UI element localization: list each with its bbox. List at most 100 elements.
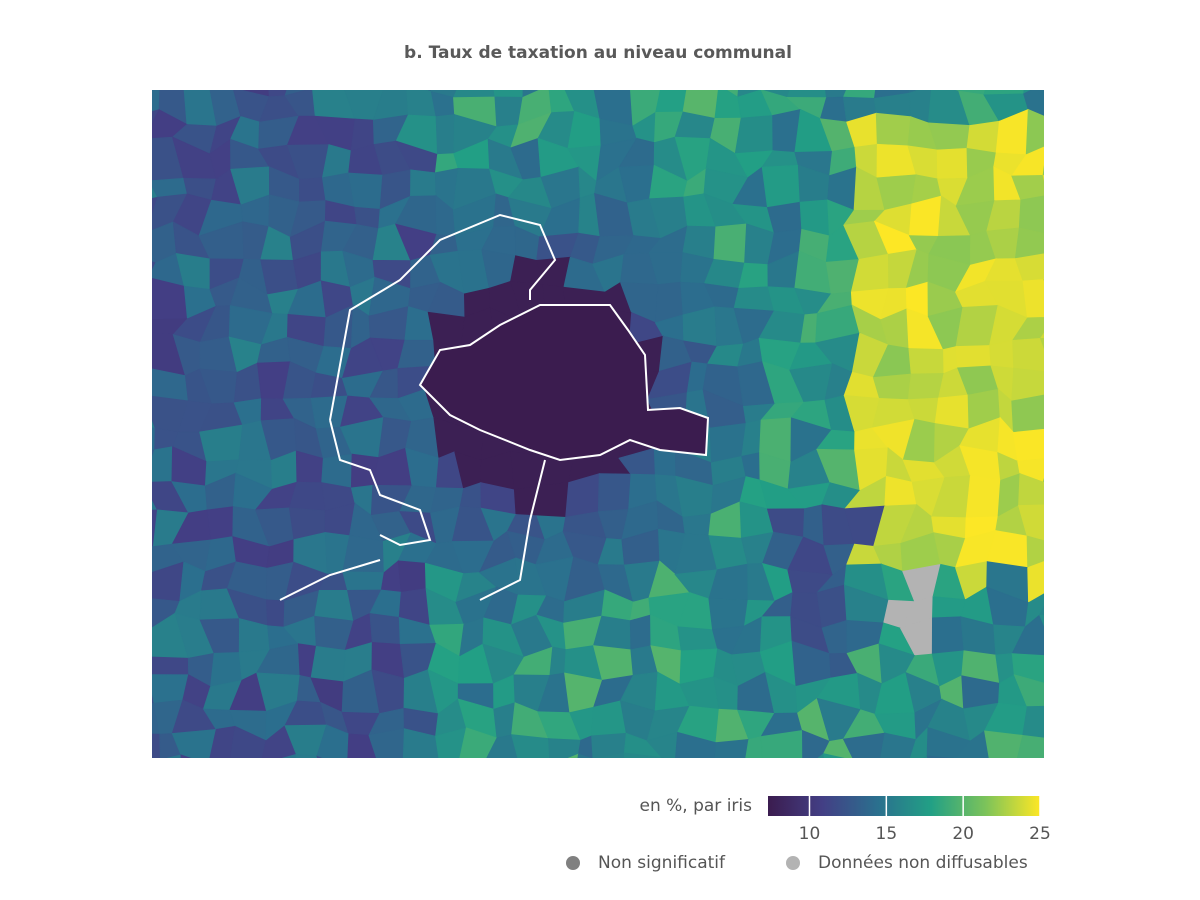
iris-cell: [966, 120, 1000, 154]
iris-cell: [549, 646, 567, 676]
colorbar-label: en %, par iris: [640, 796, 753, 816]
iris-cell: [655, 90, 688, 113]
iris-cell: [122, 756, 160, 797]
iris-cell: [493, 90, 524, 98]
iris-cell: [152, 249, 157, 264]
iris-cell: [403, 760, 439, 790]
iris-cell: [458, 767, 497, 797]
department-border: [279, 213, 557, 601]
iris-cell: [314, 589, 355, 622]
iris-cell: [1013, 674, 1044, 708]
iris-cell: [511, 734, 551, 758]
iris-cell: [124, 585, 150, 631]
iris-cell: [907, 373, 945, 401]
iris-cell: [1011, 394, 1044, 433]
iris-cell: [1048, 194, 1076, 234]
iris-cell: [1018, 195, 1044, 234]
iris-cell: [435, 727, 467, 758]
iris-cell: [265, 599, 286, 628]
iris-cell: [281, 753, 297, 758]
iris-cell: [459, 727, 498, 758]
iris-cell: [1053, 373, 1079, 393]
iris-cell: [342, 535, 385, 573]
iris-cell: [152, 656, 189, 676]
iris-cell: [397, 560, 427, 593]
iris-cell: [124, 625, 148, 657]
iris-cell: [854, 760, 884, 794]
colorbar: [768, 796, 1040, 816]
iris-cell: [922, 755, 929, 758]
paris-outline: [418, 304, 710, 462]
iris-cell: [171, 728, 217, 758]
iris-cell: [956, 730, 990, 758]
iris-cell: [260, 259, 299, 296]
iris-cell: [842, 90, 876, 99]
iris-cell: [661, 756, 664, 758]
iris-cell: [152, 733, 161, 758]
colorbar-tick-label: 10: [799, 824, 821, 844]
iris-cell: [548, 738, 582, 758]
iris-cell: [316, 724, 350, 758]
iris-cell: [205, 63, 241, 88]
iris-cell: [1042, 477, 1044, 483]
iris-cell: [410, 169, 437, 197]
iris-cell: [435, 114, 455, 155]
iris-cell: [873, 90, 910, 99]
iris-cell: [152, 446, 173, 483]
chart-title: b. Taux de taxation au niveau communal: [404, 43, 792, 63]
iris-cell: [659, 90, 662, 91]
iris-cell: [677, 626, 719, 652]
map: [115, 57, 1080, 798]
iris-cell: [567, 753, 579, 758]
iris-cell: [1051, 706, 1072, 739]
iris-cell: [122, 361, 150, 398]
iris-cell: [1012, 338, 1044, 372]
iris-cell: [1044, 759, 1072, 798]
iris-cell: [1011, 614, 1044, 656]
iris-cell: [577, 735, 594, 758]
iris-cell: [842, 732, 886, 758]
iris-cell: [817, 752, 825, 758]
iris-cell: [1025, 108, 1044, 156]
iris-cell: [932, 596, 967, 619]
iris-cell: [152, 572, 153, 576]
legend-label: Données non diffusables: [818, 853, 1028, 873]
iris-cell: [321, 453, 353, 489]
iris-cell: [713, 223, 747, 264]
iris-cell: [229, 725, 267, 758]
iris-cell: [148, 57, 184, 88]
iris-cell: [1054, 393, 1069, 428]
iris-cell: [1047, 656, 1078, 684]
iris-cell: [481, 759, 518, 797]
iris-cell: [875, 112, 912, 147]
iris-cell: [115, 57, 160, 94]
iris-cell: [908, 348, 945, 375]
iris-cell: [1038, 614, 1044, 627]
iris-cell: [347, 733, 377, 758]
colorbar-tick-label: 25: [1029, 824, 1051, 844]
iris-cell: [823, 753, 845, 758]
iris-cell: [1044, 733, 1072, 767]
iris-cell: [152, 546, 154, 574]
iris-cell: [152, 418, 156, 429]
iris-cell: [1038, 605, 1044, 616]
iris-cell: [926, 755, 954, 758]
iris-cell: [983, 90, 1025, 96]
iris-cell: [1039, 332, 1044, 339]
iris-cell: [1048, 505, 1080, 543]
iris-cell: [1042, 164, 1044, 176]
iris-cell: [1016, 734, 1044, 758]
iris-cell: [965, 475, 1001, 519]
iris-cell: [577, 753, 592, 758]
iris-cell: [1022, 279, 1044, 319]
iris-cell: [1023, 90, 1033, 95]
iris-cell: [714, 739, 750, 758]
iris-cell: [1048, 82, 1080, 126]
iris-cell: [347, 767, 381, 798]
iris-cell: [761, 164, 801, 209]
colorbar-tick-label: 15: [876, 824, 898, 844]
iris-cell: [734, 115, 774, 155]
iris-cell: [989, 339, 1015, 369]
iris-cell: [623, 752, 663, 758]
